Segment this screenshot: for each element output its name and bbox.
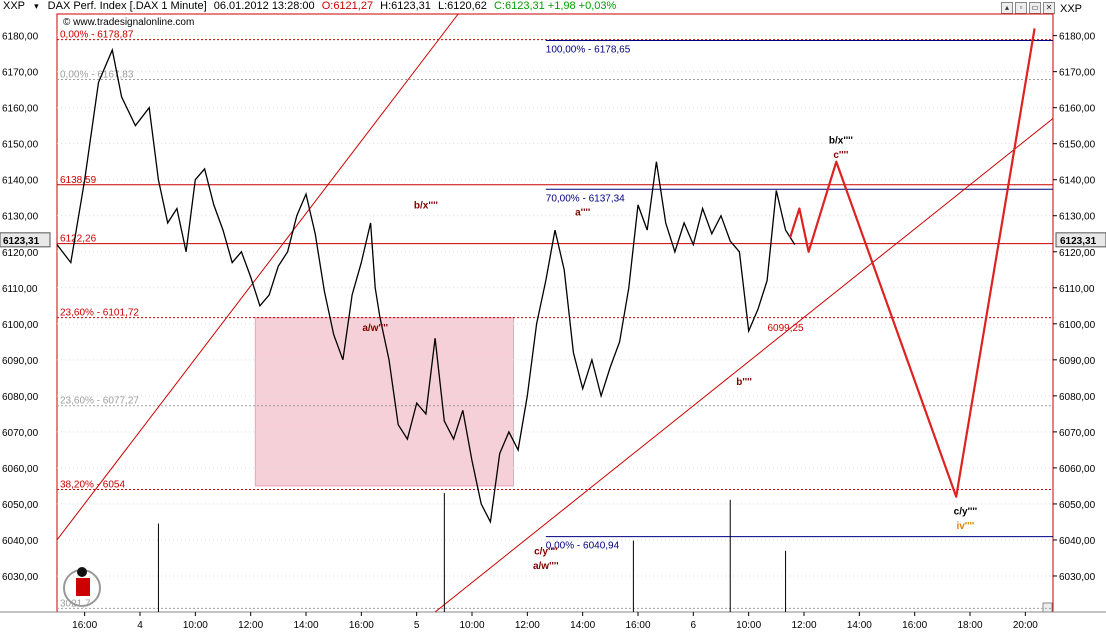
wave-label: a'''' xyxy=(575,208,590,219)
x-tick-label: 16:00 xyxy=(349,620,374,631)
y-tick-label-left: 6160,00 xyxy=(2,104,39,115)
current-price-box-left xyxy=(0,232,51,248)
x-tick-label: 4 xyxy=(137,620,143,631)
x-tick-label: 12:00 xyxy=(238,620,263,631)
header-low: L:6120,62 xyxy=(437,0,487,12)
y-tick-label-right: 6170,00 xyxy=(1059,68,1096,79)
y-tick-label-right: 6110,00 xyxy=(1059,284,1095,295)
x-tick-label: 12:00 xyxy=(515,620,540,631)
x-tick-label: 16:00 xyxy=(625,620,650,631)
y-tick-label-left: 6060,00 xyxy=(2,464,39,475)
current-price-box-right xyxy=(1055,232,1106,248)
x-tick-label: 6 xyxy=(691,620,697,631)
y-tick-label-right: 6040,00 xyxy=(1059,536,1096,547)
current-price-label-left: 6123,31 xyxy=(3,236,40,247)
resize-handle-icon xyxy=(1042,602,1053,613)
logo-part xyxy=(77,567,87,577)
fib-level-label: 23,60% - 6077,27 xyxy=(60,396,139,407)
x-tick-label: 10:00 xyxy=(459,620,484,631)
wave-label: b/x'''' xyxy=(414,201,438,212)
wave-label: 6099,25 xyxy=(767,323,804,334)
wave-label: b'''' xyxy=(736,377,752,388)
fib-level-label: 38,20% - 6054 xyxy=(60,480,125,491)
y-tick-label-left: 6150,00 xyxy=(2,140,39,151)
logo-part xyxy=(76,578,90,596)
price-line xyxy=(56,47,796,525)
x-tick-label: 16:00 xyxy=(72,620,97,631)
y-tick-label-left: 6130,00 xyxy=(2,212,39,223)
y-tick-label-right: 6120,00 xyxy=(1059,248,1096,259)
header-high: H:6123,31 xyxy=(380,0,431,12)
header-close: C:6123,31 +1,98 +0,03% xyxy=(493,0,617,12)
x-tick-label: 14:00 xyxy=(847,620,872,631)
y-tick-label-left: 6080,00 xyxy=(2,392,39,403)
wave-label: c/y'''' xyxy=(954,507,977,518)
fib-level-label: 6122,26 xyxy=(60,234,97,245)
y-tick-label-left: 6040,00 xyxy=(2,536,39,547)
y-tick-label-left: 6070,00 xyxy=(2,428,39,439)
y-tick-label-right: 6150,00 xyxy=(1059,140,1096,151)
x-tick-label: 18:00 xyxy=(957,620,982,631)
chart-header: XXP ▾ DAX Perf. Index [.DAX 1 Minute] 06… xyxy=(0,0,620,16)
symbol-left[interactable]: XXP xyxy=(3,0,26,12)
y-tick-label-left: 6180,00 xyxy=(2,32,39,43)
wave-label: b/x'''' xyxy=(829,136,853,147)
y-tick-label-right: 6070,00 xyxy=(1059,428,1096,439)
copyright: © www.tradesignalonline.com xyxy=(63,17,195,28)
x-tick-label: 14:00 xyxy=(570,620,595,631)
x-tick-label: 20:00 xyxy=(1013,620,1038,631)
y-tick-label-left: 6140,00 xyxy=(2,176,39,187)
fib-level-label: 0,00% - 6178,87 xyxy=(60,30,134,41)
y-tick-label-right: 6180,00 xyxy=(1059,32,1096,43)
fib-level-label: 0,00% - 6167,83 xyxy=(60,69,134,80)
trend-line xyxy=(56,13,459,541)
navy-level-label: 0,00% - 6040,94 xyxy=(546,541,620,552)
plot-frame xyxy=(56,13,1054,613)
y-tick-label-left: 6120,00 xyxy=(2,248,39,259)
wave-label: c'''' xyxy=(833,150,848,161)
fib-zone xyxy=(254,317,514,487)
wave-label: c/y'''' xyxy=(534,546,557,557)
collapse-icon[interactable]: ▾ xyxy=(34,1,39,11)
wave-label: iv'''' xyxy=(956,521,974,532)
y-tick-label-right: 6160,00 xyxy=(1059,104,1096,115)
x-tick-label: 5 xyxy=(414,620,420,631)
x-tick-label: 10:00 xyxy=(183,620,208,631)
y-tick-label-left: 6090,00 xyxy=(2,356,39,367)
y-tick-label-right: 6140,00 xyxy=(1059,176,1096,187)
y-tick-label-right: 6060,00 xyxy=(1059,464,1096,475)
header-open: O:6121,27 xyxy=(321,0,374,12)
y-tick-label-left: 6100,00 xyxy=(2,320,39,331)
projection-path xyxy=(789,28,1036,498)
x-tick-label: 10:00 xyxy=(736,620,761,631)
instrument-title: DAX Perf. Index [.DAX 1 Minute] xyxy=(47,0,207,12)
y-tick-label-right: 6090,00 xyxy=(1059,356,1096,367)
y-tick-label-right: 6130,00 xyxy=(1059,212,1096,223)
navy-level-label: 70,00% - 6137,34 xyxy=(546,193,625,204)
y-tick-label-right: 6080,00 xyxy=(1059,392,1096,403)
x-tick-label: 14:00 xyxy=(293,620,318,631)
x-tick-label: 12:00 xyxy=(791,620,816,631)
fib-level-label: 6138,59 xyxy=(60,175,97,186)
y-tick-label-left: 6050,00 xyxy=(2,500,39,511)
y-tick-label-left: 6030,00 xyxy=(2,572,39,583)
logo-icon xyxy=(63,567,101,607)
wave-label: a/w'''' xyxy=(533,561,559,572)
fib-level-label: 23,60% - 6101,72 xyxy=(60,308,139,319)
navy-level-label: 100,00% - 6178,65 xyxy=(546,44,631,55)
x-tick-label: 16:00 xyxy=(902,620,927,631)
y-tick-label-left: 6110,00 xyxy=(2,284,38,295)
y-tick-label-right: 6050,00 xyxy=(1059,500,1096,511)
current-price-label-right: 6123,31 xyxy=(1060,236,1097,247)
y-tick-label-left: 6170,00 xyxy=(2,68,39,79)
symbol-right[interactable]: XXP xyxy=(1060,3,1083,15)
wave-label: a/w'''' xyxy=(362,323,388,334)
trend-line xyxy=(434,118,1054,613)
y-tick-label-right: 6030,00 xyxy=(1059,572,1096,583)
y-tick-label-right: 6100,00 xyxy=(1059,320,1096,331)
header-datetime: 06.01.2012 13:28:00 xyxy=(213,0,315,12)
